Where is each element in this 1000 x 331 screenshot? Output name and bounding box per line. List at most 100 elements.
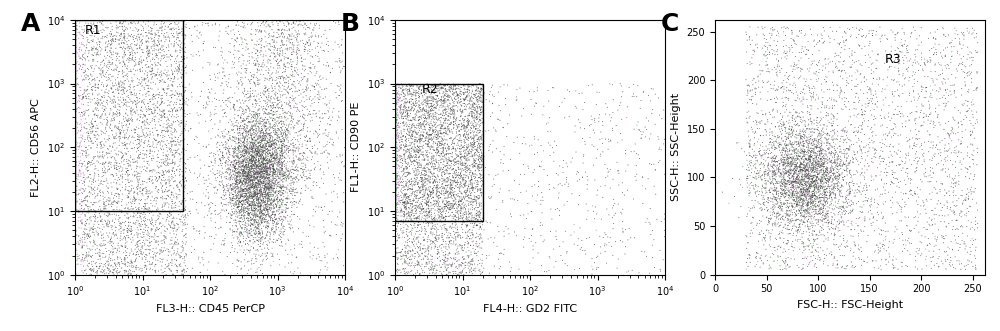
Point [411,234,427,240]
Point [244,119,260,125]
Point [79,42,95,48]
Point [154,139,170,144]
Point [255,169,271,175]
Point [912,94,928,99]
Point [264,186,280,191]
Point [783,147,799,153]
Point [74,221,90,226]
Point [242,195,258,200]
Point [293,158,309,163]
Point [427,207,443,213]
Point [149,159,165,164]
Point [832,173,848,178]
Point [430,172,446,178]
Point [100,167,116,172]
Point [795,165,811,170]
Point [205,166,221,172]
Point [437,141,453,146]
Point [623,149,639,154]
Point [402,186,418,192]
Point [93,142,109,147]
Point [425,180,441,186]
Point [463,109,479,114]
Point [422,127,438,132]
Point [797,165,813,170]
Point [965,123,981,128]
Point [229,258,245,263]
Point [834,219,850,225]
Point [71,47,87,52]
Point [448,215,464,220]
Point [818,173,834,178]
Point [262,99,278,105]
Point [601,240,617,245]
Point [153,69,169,74]
Point [922,165,938,170]
Point [249,144,265,149]
Point [752,71,768,77]
Point [777,95,793,100]
Point [807,181,823,187]
Point [779,161,795,166]
Point [788,189,804,194]
Point [84,88,100,93]
Point [246,168,262,174]
Point [267,140,283,146]
Point [395,185,411,190]
Point [77,240,93,245]
Point [956,101,972,107]
Point [898,75,914,80]
Point [267,84,283,89]
Point [902,144,918,150]
Point [814,207,830,212]
Point [767,159,783,164]
Point [87,226,103,231]
Point [784,142,800,147]
Point [250,159,266,165]
Point [140,259,156,264]
Point [579,186,595,192]
Point [248,182,264,187]
Point [445,103,461,109]
Point [149,70,165,75]
Point [778,143,794,148]
Point [144,226,160,231]
Point [163,109,179,114]
Point [914,251,930,257]
Point [765,209,781,214]
Point [802,157,818,162]
Point [410,121,426,126]
Point [417,90,433,96]
Point [447,251,463,256]
Point [788,208,804,213]
Point [892,179,908,184]
Point [806,263,822,269]
Point [104,62,120,67]
Point [803,182,819,188]
Point [412,121,428,126]
Point [240,172,256,177]
Point [267,183,283,189]
Point [888,131,904,136]
Point [423,215,439,221]
Point [886,130,902,136]
Point [823,151,839,156]
Point [933,50,949,56]
Point [791,177,807,182]
Point [279,200,295,205]
Point [98,46,114,52]
Point [97,206,113,212]
Point [258,94,274,99]
Point [788,164,804,169]
Point [421,209,437,214]
Point [462,211,478,216]
Point [867,102,883,107]
Point [442,185,458,191]
Point [252,201,268,206]
Point [255,144,271,149]
Point [786,178,802,184]
Point [79,198,95,203]
Point [442,158,458,163]
Point [824,197,840,203]
Point [244,137,260,142]
